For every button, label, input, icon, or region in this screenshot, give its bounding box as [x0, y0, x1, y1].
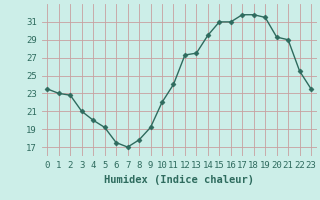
X-axis label: Humidex (Indice chaleur): Humidex (Indice chaleur)	[104, 175, 254, 185]
